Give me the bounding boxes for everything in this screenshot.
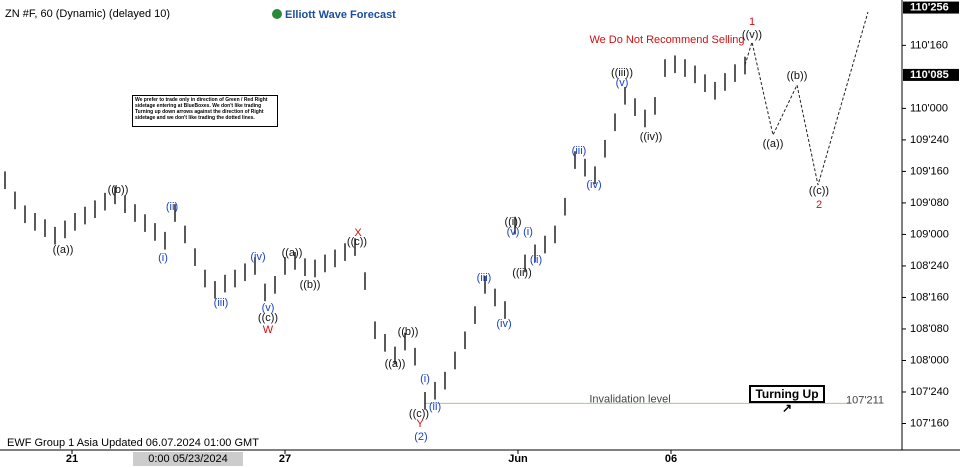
wave-label: (i) (523, 226, 533, 238)
wave-label: ((b)) (300, 279, 321, 291)
wave-label: ((c)) (347, 236, 367, 248)
x-tick-label: 21 (66, 453, 78, 465)
wave-label: ((b)) (787, 70, 808, 82)
wave-label: (iii) (572, 145, 587, 157)
y-tick-label: 108'080 (910, 323, 949, 335)
y-tick-label: 109'160 (910, 165, 949, 177)
wave-label: ((c)) (258, 312, 278, 324)
wave-label: ((a)) (282, 247, 303, 259)
notice: We prefer to trade only in direction of … (132, 95, 278, 127)
wave-label: ((i)) (504, 216, 521, 228)
wave-label: 2 (816, 199, 822, 211)
chart-title: ZN #F, 60 (Dynamic) (delayed 10) (5, 8, 170, 20)
wave-label: ((a)) (763, 138, 784, 150)
crosshair-label: 0:00 05/23/2024 (148, 453, 228, 465)
crosshair-box (133, 452, 243, 466)
wave-label: (v) (507, 226, 520, 238)
x-tick-label: 27 (279, 453, 291, 465)
wave-label: ((v)) (742, 29, 762, 41)
signal-text: Turning Up (755, 387, 819, 401)
wave-label: ((b)) (108, 184, 129, 196)
x-tick-label: Jun (508, 453, 528, 465)
wave-label: ((ii)) (512, 267, 532, 279)
price-label-box (903, 68, 959, 81)
wave-label: ((iii)) (611, 67, 633, 79)
wave-label: (iv) (496, 318, 511, 330)
wave-label: ((c)) (409, 408, 429, 420)
wave-label: 1 (749, 16, 755, 28)
y-tick-label: 109'080 (910, 197, 949, 209)
warning: We Do Not Recommend Selling (589, 34, 744, 46)
wave-label: (v) (616, 77, 629, 89)
wave-label: ((b)) (398, 326, 419, 338)
logo-icon (272, 9, 282, 19)
wave-label: X (354, 227, 362, 239)
invalidation-label: 107'211 (846, 394, 884, 406)
y-tick-label: 108'000 (910, 354, 949, 366)
wave-label: (v) (262, 302, 275, 314)
y-tick-label: 108'160 (910, 291, 949, 303)
wave-label: (ii) (530, 254, 542, 266)
invalidation-text: Invalidation level (589, 393, 670, 405)
y-tick-label: 107'160 (910, 417, 949, 429)
y-tick-label: 109'000 (910, 228, 949, 240)
projection-path (744, 11, 869, 186)
price-label: 110'085 (910, 69, 949, 81)
y-tick-label: 109'240 (910, 134, 949, 146)
wave-label: W (263, 324, 274, 336)
wave-label: ((a)) (53, 244, 74, 256)
wave-label: ((c)) (809, 185, 829, 197)
wave-label: (i) (420, 373, 430, 385)
wave-label: (iii) (477, 272, 492, 284)
y-tick-label: 107'240 (910, 386, 949, 398)
wave-label: ((iv)) (640, 131, 663, 143)
turning-up-signal: Turning Up ↗ (749, 385, 825, 415)
x-tick-label: 06 (665, 453, 677, 465)
footer: EWF Group 1 Asia Updated 06.07.2024 01:0… (7, 437, 259, 449)
logo: Elliott Wave Forecast (285, 9, 396, 21)
wave-label: ((a)) (385, 358, 406, 370)
wave-label: (iv) (586, 179, 601, 191)
wave-label: (ii) (429, 401, 441, 413)
y-tick-label: 108'240 (910, 260, 949, 272)
wave-label: Y (416, 418, 424, 430)
price-label: 110'256 (910, 1, 949, 13)
wave-label: (i) (158, 252, 168, 264)
wave-label: (ii) (166, 201, 178, 213)
y-tick-label: 110'160 (910, 39, 948, 51)
price-label-box (903, 1, 959, 14)
wave-label: (iv) (250, 251, 265, 263)
y-tick-label: 110'000 (910, 102, 948, 114)
wave-label: (2) (414, 431, 427, 443)
wave-label: (iii) (214, 297, 229, 309)
